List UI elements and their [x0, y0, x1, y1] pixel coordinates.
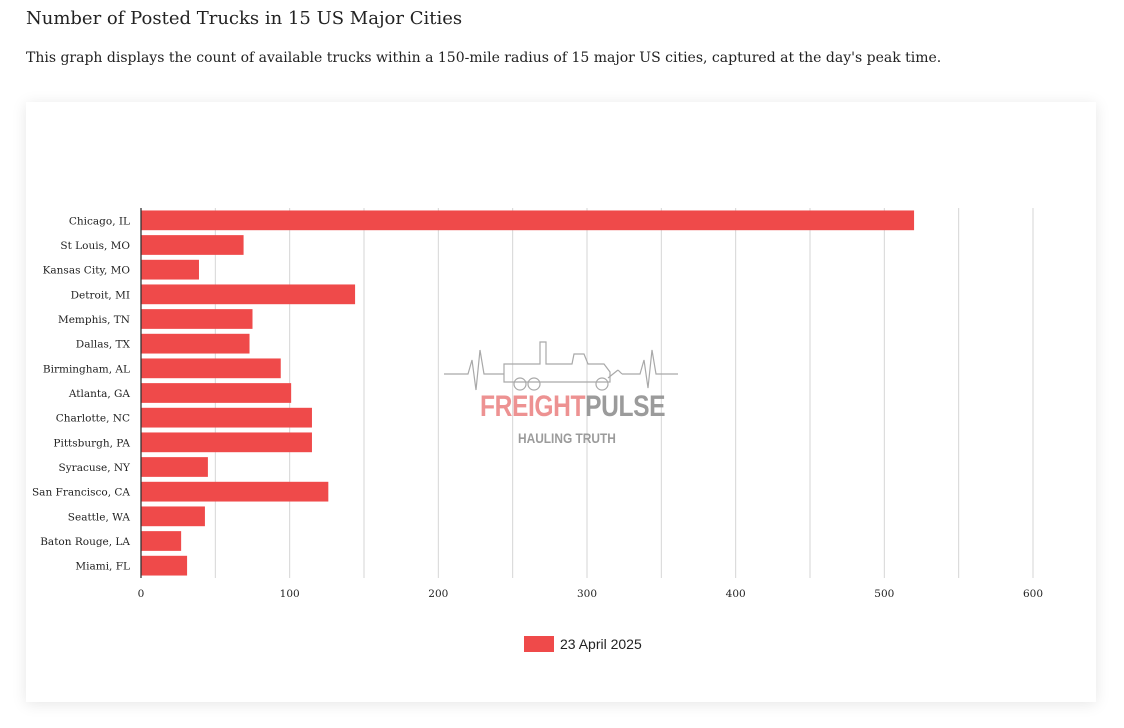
x-tick-label: 100: [280, 588, 300, 600]
page-title: Number of Posted Trucks in 15 US Major C…: [26, 8, 463, 29]
category-label: Kansas City, MO: [43, 265, 131, 277]
x-tick-label: 200: [428, 588, 448, 600]
bar-syracuse-ny: [141, 457, 208, 477]
category-label: Memphis, TN: [58, 314, 130, 326]
x-tick-label: 300: [577, 588, 597, 600]
bar-dallas-tx: [141, 333, 250, 354]
category-label: Dallas, TX: [76, 339, 131, 351]
x-tick-label: 600: [1023, 588, 1043, 600]
page-description: This graph displays the count of availab…: [26, 50, 942, 66]
category-label: Miami, FL: [75, 561, 130, 573]
category-label: Pittsburgh, PA: [53, 437, 130, 449]
bar-chart: Chicago, IL St Louis, MO Kansas City, MO De…: [32, 208, 1043, 600]
category-label: Birmingham, AL: [43, 363, 130, 375]
x-tick-label: 500: [874, 588, 894, 600]
bar-charlotte-nc: [141, 407, 312, 428]
x-tick-label: 400: [726, 588, 746, 600]
category-label: Atlanta, GA: [68, 388, 131, 400]
bar-detroit-mi: [141, 284, 356, 305]
watermark-tagline: HAULING TRUTH: [518, 430, 616, 446]
bar-atlanta-ga: [141, 383, 292, 403]
category-label: St Louis, MO: [60, 240, 130, 252]
bar-birmingham-al: [141, 358, 281, 379]
category-label: Syracuse, NY: [59, 462, 132, 474]
watermark-brand-part-2: PULSE: [585, 390, 666, 423]
bar-miami-fl: [141, 555, 188, 576]
bar-san-francisco-ca: [141, 481, 329, 502]
category-label: Charlotte, NC: [56, 413, 130, 425]
category-label: Seattle, WA: [68, 511, 131, 523]
bar-st-louis-mo: [141, 235, 244, 255]
category-label: Chicago, IL: [69, 215, 130, 227]
chart-legend: 23 April 2025: [524, 636, 642, 652]
category-label: San Francisco, CA: [32, 487, 130, 499]
x-tick-label: 0: [138, 588, 145, 600]
bar-seattle-wa: [141, 506, 205, 527]
bar-pittsburgh-pa: [141, 432, 312, 453]
chart-card: Chicago, IL St Louis, MO Kansas City, MO De…: [26, 102, 1096, 702]
watermark-brand-part-1: FREIGHT: [480, 390, 586, 423]
category-label: Detroit, MI: [71, 289, 130, 301]
bar-memphis-tn: [141, 309, 253, 329]
bar-kansas-city-mo: [141, 259, 199, 280]
bar-baton-rouge-la: [141, 531, 182, 551]
legend-swatch: [524, 636, 554, 652]
legend-label: 23 April 2025: [560, 636, 642, 652]
watermark-brand: FREIGHTPULSE: [480, 390, 665, 424]
bar-chicago-il: [141, 210, 915, 231]
category-label: Baton Rouge, LA: [40, 536, 130, 548]
